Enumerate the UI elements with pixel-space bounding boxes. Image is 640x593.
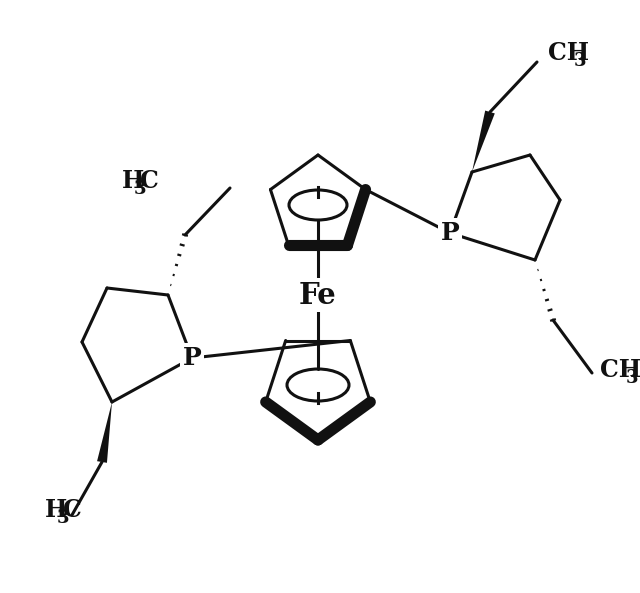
Text: H: H bbox=[122, 169, 145, 193]
Text: 3: 3 bbox=[57, 509, 70, 527]
Text: CH: CH bbox=[548, 41, 589, 65]
Text: 3: 3 bbox=[134, 180, 147, 198]
Text: C: C bbox=[140, 169, 159, 193]
Text: Fe: Fe bbox=[299, 280, 337, 310]
Polygon shape bbox=[97, 402, 112, 463]
Text: H: H bbox=[45, 498, 67, 522]
Polygon shape bbox=[472, 110, 495, 172]
Text: P: P bbox=[440, 221, 460, 245]
Text: P: P bbox=[182, 346, 202, 370]
Text: 3: 3 bbox=[626, 369, 639, 387]
Text: 3: 3 bbox=[574, 52, 586, 70]
Text: CH: CH bbox=[600, 358, 640, 382]
Text: C: C bbox=[63, 498, 82, 522]
